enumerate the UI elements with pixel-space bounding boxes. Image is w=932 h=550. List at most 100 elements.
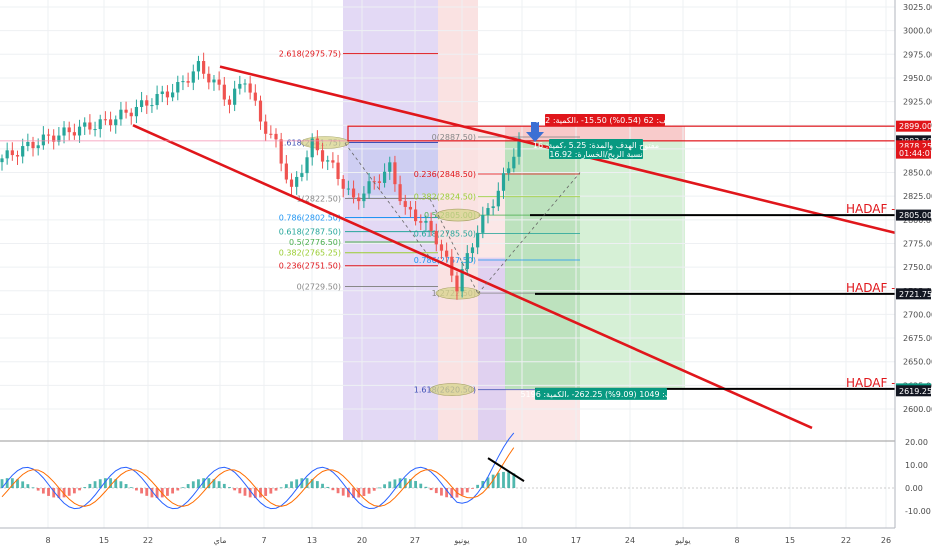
histogram-bar [326,486,330,488]
candle-body [393,162,397,185]
candle-body [145,100,149,106]
histogram-bar [93,481,97,488]
histogram-bar [222,483,226,488]
candle-body [212,79,216,83]
candle-body [248,83,252,93]
candle-body [372,181,376,183]
time-tick-label: 13 [307,536,317,545]
oscillator-pane [0,432,895,510]
candle-body [238,83,242,89]
time-tick-label: 15 [785,536,795,545]
histogram-bar [212,479,216,488]
histogram-bar [450,488,454,498]
histogram-bar [83,487,87,488]
histogram-bar [290,481,293,488]
time-tick-label: 20 [357,536,367,545]
price-tag: 2619.25 [899,387,932,396]
histogram-bar [295,479,299,488]
candle-body [414,209,418,222]
candle-body [403,201,407,207]
histogram-bar [78,488,81,491]
hadaf-label: HADAF - 1 [846,202,907,216]
price-tick-label: 2650.00 [903,358,932,367]
histogram-bar [72,488,76,494]
histogram-bar [10,478,14,488]
hadaf-label: HADAF - 3 [846,376,907,390]
candle-body [26,141,30,147]
histogram-bar [129,487,133,489]
indicator-tick-label: -10.00 [905,507,931,516]
histogram-bar [140,488,143,494]
histogram-bar [31,487,35,489]
histogram-bar [207,478,211,488]
histogram-bar [238,488,242,494]
fib-upper-label: 0.5(2776.50) [289,238,341,247]
histogram-bar [0,479,4,488]
histogram-bar [502,471,505,488]
price-tag: 2721.75 [899,290,932,299]
histogram-bar [57,488,61,498]
histogram-bar [248,488,252,498]
histogram-bar [496,472,500,488]
histogram-bar [202,478,206,488]
candle-body [129,112,133,117]
histogram-bar [476,484,480,488]
candle-body [36,145,40,149]
histogram-bar [52,488,56,498]
histogram-bar [331,488,335,491]
candle-body [165,91,170,98]
histogram-bar [419,483,423,488]
price-tag: 2805.00 [899,211,932,220]
histogram-bar [486,477,490,488]
histogram-bar [310,479,314,488]
candle-body [108,119,113,126]
stop-label-bg [545,114,665,126]
histogram-bar [388,481,392,488]
histogram-bar [145,488,149,496]
price-tick-label: 3025.00 [903,3,932,12]
candle-body [424,220,428,223]
candle-body [269,133,273,135]
price-tick-label: 2775.00 [903,239,932,248]
histogram-bar [21,481,25,488]
histogram-bar [197,479,200,488]
time-tick-label: 8 [734,536,739,545]
candle-body [481,214,485,233]
histogram-bar [264,488,268,496]
price-tick-label: 3000.00 [903,27,932,36]
candle-body [217,79,221,85]
histogram-bar [171,488,175,494]
histogram-bar [321,483,324,488]
candle-body [46,134,51,136]
macd-line [1,432,515,510]
candle-body [429,220,433,231]
histogram-bar [98,479,102,488]
fib-connector [477,172,581,294]
histogram-bar [160,488,164,498]
candle-body [202,61,206,74]
histogram-bar [460,488,464,496]
price-tag-bg [896,209,931,221]
histogram-bar [424,486,428,488]
candle-body [191,71,195,83]
candle-body [171,92,175,98]
ratio-label-bg [549,139,643,159]
histogram-bar [176,488,180,491]
fib-lower-label: 0.618(2785.50) [414,230,476,239]
candle-body [62,127,66,136]
candle-body [0,158,4,163]
price-tag-bg [896,385,931,397]
time-tick-label: 17 [571,536,581,545]
histogram-bar [440,488,443,496]
drawings: HADAF - 1 HADAF - 2 HADAF - 3 وقف: 62 (0.54… [0,65,907,430]
price-axis-bg [895,0,932,550]
histogram-bar [119,481,123,488]
histogram-bar [233,488,237,491]
time-tick-label: 24 [625,536,635,545]
candle-body [21,146,25,157]
fib-upper-label: 0.236(2751.50) [279,262,341,271]
candle-body [501,173,506,191]
histogram-bar [88,483,92,488]
candle-body [460,269,464,292]
